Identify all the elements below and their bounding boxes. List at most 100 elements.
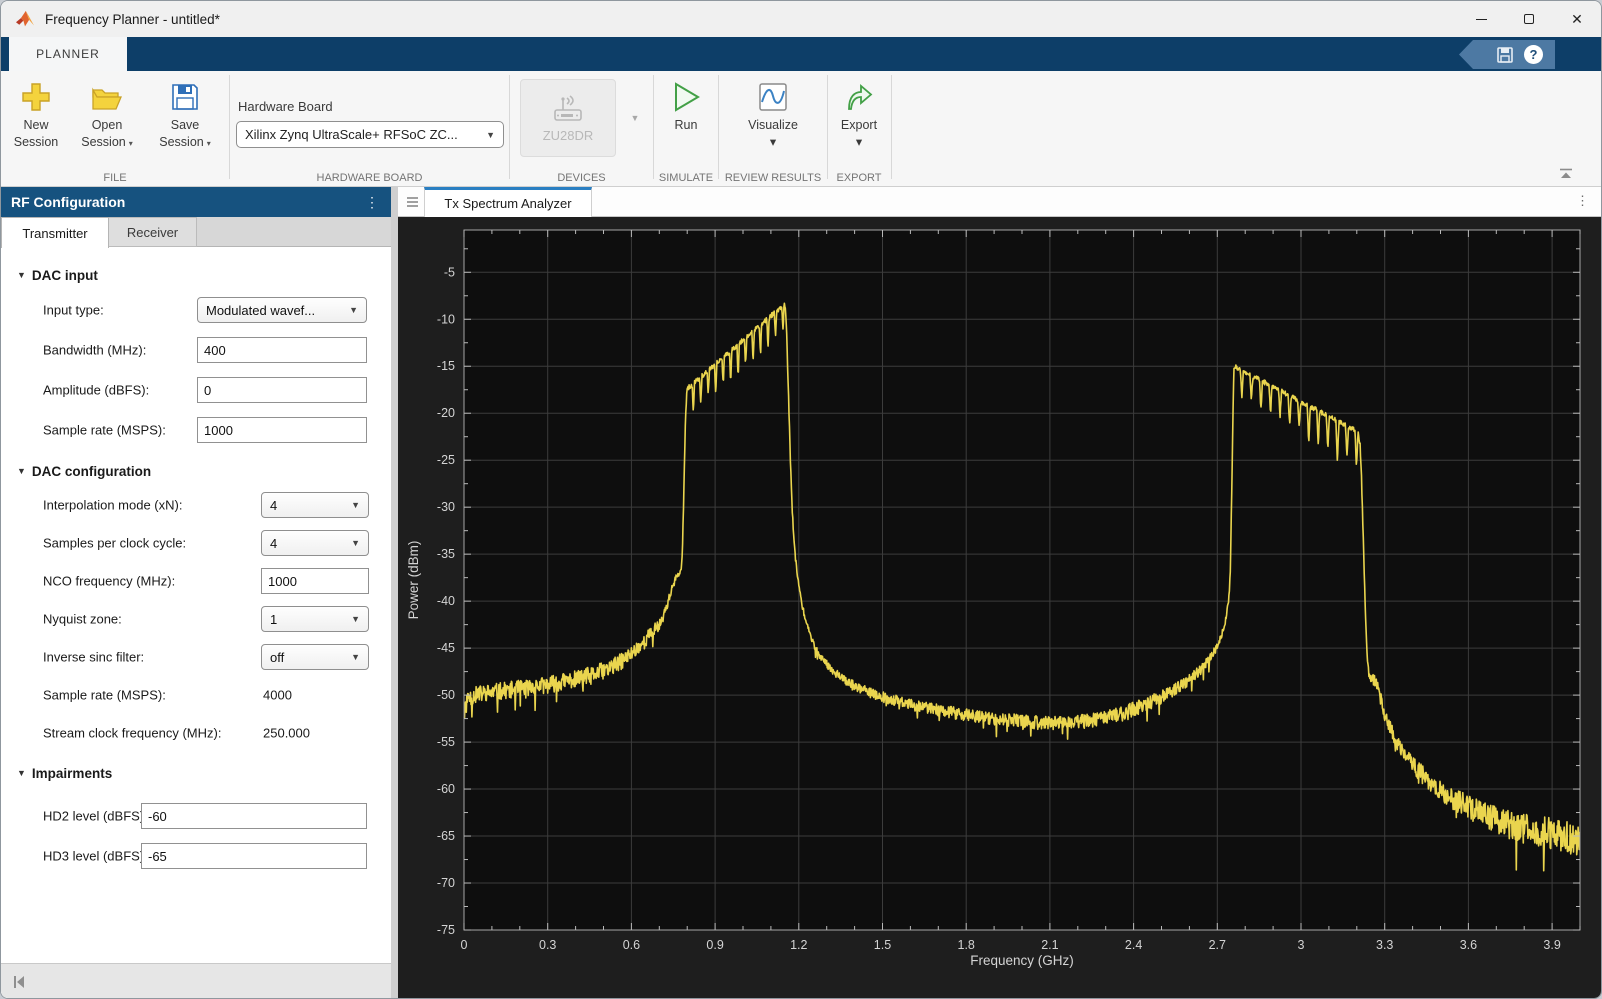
close-button[interactable]: ✕ [1571,11,1583,27]
hd2-level-field[interactable] [141,803,367,829]
help-icon[interactable]: ? [1524,45,1543,64]
hardware-board-dropdown-icon: ▼ [486,129,495,140]
hardware-board-select[interactable]: Xilinx Zynq UltraScale+ RFSoC ZC... ▼ [236,121,504,148]
matlab-logo-icon [16,10,34,27]
section-label-devices: DEVICES [557,172,606,184]
figure-tab-bar: Tx Spectrum Analyzer ⋮ [398,187,1601,217]
section-dac-configuration[interactable]: ▼ DAC configuration [17,463,152,479]
export-button[interactable]: Export ▾ [834,77,884,151]
save-session-button[interactable]: Save Session ▾ [149,77,221,152]
samples-per-clock-select[interactable]: 4 ▼ [261,530,369,556]
bandwidth-field[interactable] [197,337,367,363]
export-dropdown-icon[interactable]: ▾ [855,135,863,149]
row-samples-per-clock: Samples per clock cycle: 4 ▼ [1,524,391,562]
visualize-button[interactable]: Visualize ▾ [741,77,805,151]
y-tick-label: -45 [437,641,455,655]
device-tile-zu28dr[interactable]: ZU28DR [520,79,616,157]
nyquist-zone-select[interactable]: 1 ▼ [261,606,369,632]
device-radio-icon [554,94,582,121]
transmitter-form: ▼ DAC input Input type: Modulated wavef.… [1,248,391,963]
device-dropdown-icon[interactable]: ▼ [630,113,640,123]
sample-rate-value: 4000 [263,687,292,703]
y-tick-label: -10 [437,312,455,326]
quick-access-toolbar: ? [1459,40,1555,69]
main-area: RF Configuration ⋮ Transmitter Receiver … [1,187,1601,998]
quick-save-icon[interactable] [1496,46,1514,64]
y-tick-label: -15 [437,359,455,373]
spectrum-canvas: 0 0.3 0.6 0.9 1.2 1.5 1.8 2.1 2.4 2.7 3 3.3 3.6 3.9 -7… [406,229,1581,968]
collapse-panel-icon[interactable] [11,975,27,989]
row-stream-clock: Stream clock frequency (MHz): 250.000 [43,725,310,741]
dropdown-icon: ▼ [351,538,360,548]
open-dropdown-icon[interactable]: ▾ [128,139,133,148]
inverse-sinc-select[interactable]: off ▼ [261,644,369,670]
row-amplitude: Amplitude (dBFS): [1,370,391,410]
maximize-button[interactable] [1505,1,1553,37]
y-tick-label: -60 [437,782,455,796]
figure-menu-icon[interactable]: ⋮ [1576,193,1589,208]
figure-panel: Tx Spectrum Analyzer ⋮ 0 0.3 0.6 0.9 1.2 1.5 1… [398,187,1601,998]
run-button[interactable]: Run [662,77,710,134]
section-dac-input[interactable]: ▼ DAC input [17,267,98,283]
x-axis-label: Frequency (GHz) [970,953,1074,968]
section-hardware-board: Hardware Board Xilinx Zynq UltraScale+ R… [230,71,509,186]
x-tick-label: 2.4 [1125,938,1142,952]
x-tick-label: 3.6 [1460,938,1477,952]
x-tick-label: 0 [461,938,468,952]
tab-receiver[interactable]: Receiver [109,217,197,247]
collapse-ribbon-icon[interactable] [1559,168,1573,180]
y-tick-label: -70 [437,876,455,890]
interpolation-mode-select[interactable]: 4 ▼ [261,492,369,518]
save-dropdown-icon[interactable]: ▾ [206,139,211,148]
sample-rate-field[interactable] [197,417,367,443]
section-label-review-results: REVIEW RESULTS [724,172,822,184]
ribbon-toolbar: New Session Open Session ▾ Save [1,71,1601,187]
row-nco-frequency: NCO frequency (MHz): [1,562,391,600]
section-export: Export ▾ EXPORT [828,71,890,186]
hd3-level-field[interactable] [141,843,367,869]
row-interpolation-mode: Interpolation mode (xN): 4 ▼ [1,486,391,524]
row-input-type: Input type: Modulated wavef... ▼ [1,290,391,330]
visualize-dropdown-icon[interactable]: ▾ [769,135,777,149]
tab-planner[interactable]: PLANNER [9,37,127,71]
y-tick-label: -30 [437,500,455,514]
row-sample-rate-readout: Sample rate (MSPS): 4000 [43,687,292,703]
tab-transmitter[interactable]: Transmitter [1,217,109,248]
minimize-button[interactable] [1457,1,1505,37]
y-tick-label: -75 [437,923,455,937]
run-play-icon [675,82,700,112]
panel-header: RF Configuration ⋮ [1,187,391,217]
amplitude-field[interactable] [197,377,367,403]
window-title: Frequency Planner - untitled* [45,11,220,27]
section-label-file: FILE [103,172,127,184]
y-tick-label: -5 [444,265,455,279]
panel-menu-icon[interactable]: ⋮ [365,193,379,210]
input-type-select[interactable]: Modulated wavef... ▼ [197,297,367,323]
x-tick-label: 2.1 [1041,938,1058,952]
y-axis-label: Power (dBm) [406,541,421,620]
rf-configuration-panel: RF Configuration ⋮ Transmitter Receiver … [1,187,391,998]
x-tick-label: 1.8 [958,938,975,952]
y-tick-label: -65 [437,829,455,843]
dropdown-icon: ▼ [351,614,360,624]
y-tick-label: -25 [437,453,455,467]
open-session-button[interactable]: Open Session ▾ [71,77,143,152]
row-hd3-level: HD3 level (dBFS): [1,836,391,876]
drag-grip-icon[interactable] [402,191,422,213]
dropdown-icon: ▼ [351,500,360,510]
nco-frequency-field[interactable] [261,568,369,594]
x-tick-label: 0.9 [706,938,723,952]
section-label-hardware-board: HARDWARE BOARD [316,172,423,184]
tab-tx-spectrum-analyzer[interactable]: Tx Spectrum Analyzer [424,187,592,217]
dropdown-icon: ▼ [349,305,358,315]
grid-lines [464,230,1580,930]
new-session-button[interactable]: New Session [7,77,65,151]
section-impairments[interactable]: ▼ Impairments [17,765,113,781]
section-review-results: Visualize ▾ REVIEW RESULTS [719,71,827,186]
device-name: ZU28DR [542,127,594,143]
dropdown-icon: ▼ [351,652,360,662]
x-tick-label: 1.2 [790,938,807,952]
y-tick-label: -20 [437,406,455,420]
visualize-wave-icon [759,83,787,111]
